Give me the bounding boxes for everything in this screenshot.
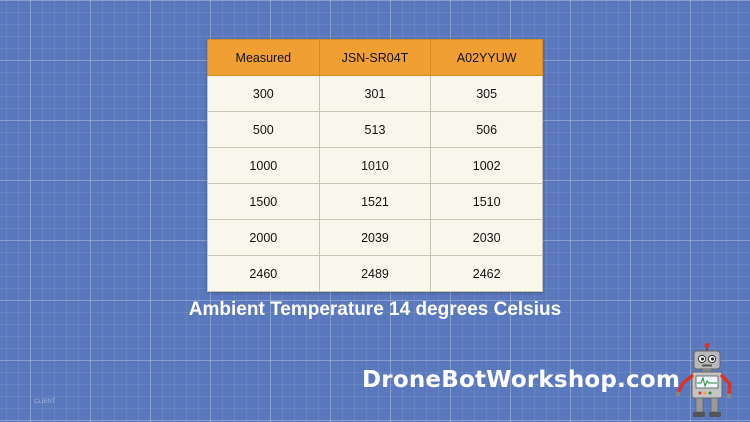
temperature-caption: Ambient Temperature 14 degrees Celsius [188, 299, 562, 320]
table-cell: 1002 [430, 147, 543, 184]
table-cell: 2030 [430, 219, 543, 256]
table-cell: 1010 [318, 147, 432, 184]
table-cell: 513 [318, 111, 432, 148]
header-jsn-sr04t: JSN-SR04T [318, 39, 432, 76]
header-a02yyuw: A02YYUW [430, 39, 543, 76]
table-cell: 301 [318, 75, 432, 112]
corner-label: CLIENT [34, 399, 56, 405]
table-row: 2460 2489 2462 [207, 255, 543, 292]
results-table-container: Measured JSN-SR04T A02YYUW 300 301 305 5… [207, 39, 543, 292]
table-cell: 2460 [207, 255, 320, 292]
header-measured: Measured [207, 39, 320, 76]
table-cell: 500 [207, 111, 320, 148]
brand-url: DroneBotWorkshop.com [362, 367, 680, 393]
table-row: 1000 1010 1002 [207, 147, 543, 184]
results-table: Measured JSN-SR04T A02YYUW 300 301 305 5… [207, 39, 543, 292]
table-cell: 1521 [318, 183, 432, 220]
table-cell: 1500 [207, 183, 320, 220]
table-cell: 2489 [318, 255, 432, 292]
table-cell: 305 [430, 75, 543, 112]
table-cell: 2000 [207, 219, 320, 256]
table-cell: 2039 [318, 219, 432, 256]
table-row: 2000 2039 2030 [207, 219, 543, 256]
table-cell: 300 [207, 75, 320, 112]
table-row: 500 513 506 [207, 111, 543, 148]
table-row: 1500 1521 1510 [207, 183, 543, 220]
table-cell: 1000 [207, 147, 320, 184]
table-cell: 1510 [430, 183, 543, 220]
table-cell: 2462 [430, 255, 543, 292]
robot-mascot-icon [675, 343, 732, 417]
table-cell: 506 [430, 111, 543, 148]
table-row: 300 301 305 [207, 75, 543, 112]
table-header-row: Measured JSN-SR04T A02YYUW [207, 39, 543, 76]
